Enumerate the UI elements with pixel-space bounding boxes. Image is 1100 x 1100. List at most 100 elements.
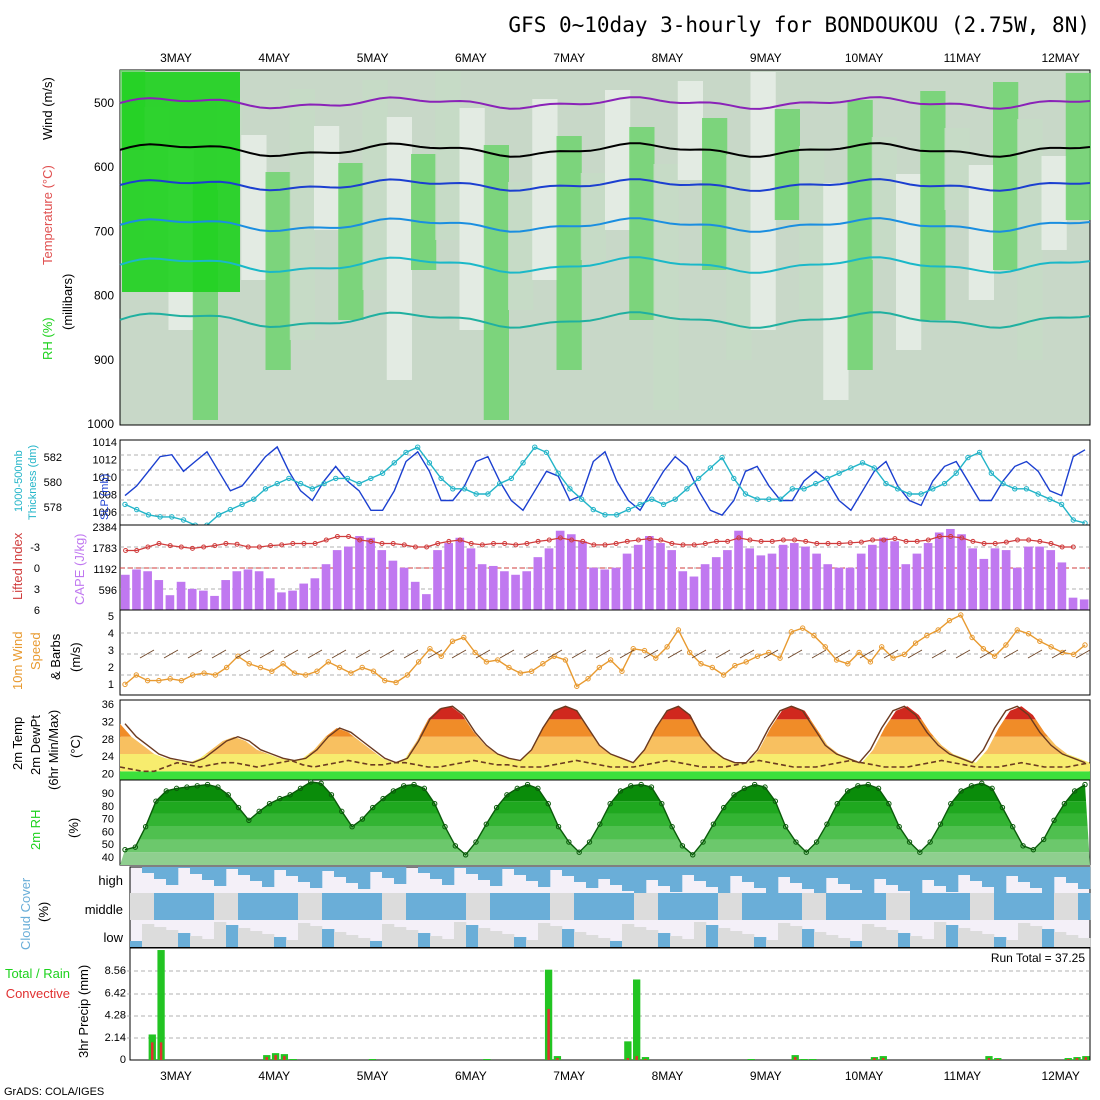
slp-tick-label: 1008: [93, 490, 117, 502]
rh-shading-band: [847, 100, 873, 370]
wind-tick-label: 3: [108, 645, 114, 657]
cloud-low-bar: [982, 934, 995, 947]
precip-total-bar: [483, 1059, 491, 1060]
bottom-date-label: 11MAY: [944, 1069, 982, 1083]
rh-shading-band: [702, 118, 728, 270]
cloud-middle-bar: [706, 893, 719, 920]
thickness-point: [543, 449, 550, 456]
cape-bar: [444, 543, 453, 610]
cloud-low-bar: [538, 923, 551, 947]
precip-total-bar: [289, 1059, 297, 1060]
cloud-high-bar: [370, 867, 383, 872]
cloud-middle-bar: [754, 893, 767, 920]
cloud-high-bar: [502, 867, 515, 869]
li-tick-label: 0: [34, 563, 40, 575]
precip-total-bar: [747, 1059, 755, 1060]
cloud-low-bar: [238, 928, 251, 947]
cloud-middle-bar: [298, 893, 311, 920]
wind-speed-point: [427, 646, 433, 652]
cloud-middle-bar: [130, 893, 143, 920]
cape-bar: [299, 583, 309, 610]
cape-bar: [332, 550, 342, 610]
slp-panel-frame: [119, 439, 1091, 526]
cloud-middle-bar: [1066, 893, 1079, 920]
rh-shading-band: [411, 154, 437, 270]
cape-bar: [979, 558, 989, 610]
wind-speed-point: [777, 655, 783, 661]
rh2m-point: [1020, 843, 1026, 849]
cloud-low-bar: [622, 924, 635, 947]
cape-bar: [633, 544, 643, 610]
cape-bar: [767, 553, 777, 610]
thickness-point: [742, 491, 749, 497]
thickness-point: [672, 496, 678, 502]
rh2m-point: [1030, 846, 1037, 853]
cloud-middle-bar: [226, 893, 239, 920]
cloud-high-bar: [1066, 867, 1079, 883]
precip-conv-bar: [274, 1055, 277, 1060]
rh-shading-band: [556, 136, 582, 370]
cloud-middle-bar: [898, 893, 911, 920]
cloud-middle-bar: [646, 893, 659, 920]
cloud-middle-bar: [718, 893, 731, 920]
cloud-high-bar: [910, 867, 923, 893]
li-label: Lifted Index: [10, 532, 25, 600]
temp-label-c: (6hr Min/Max): [46, 710, 61, 790]
thickness-point: [894, 486, 901, 492]
thickness-point: [660, 501, 667, 508]
cloud-middle-bar: [1078, 893, 1091, 920]
precip-tick-label: 2.14: [105, 1032, 126, 1044]
cloud-low-bar: [910, 936, 923, 947]
wind-tick-label: 5: [108, 611, 114, 623]
wind-barb: [235, 649, 251, 659]
cloud-high-bar: [574, 867, 587, 882]
wind-barb: [1051, 649, 1067, 659]
cape-bar: [756, 555, 766, 610]
rh2m-point: [576, 849, 582, 855]
cape-bar: [968, 548, 978, 610]
precip-conv-bar: [1066, 1059, 1070, 1060]
cape-bar: [555, 530, 565, 610]
cape-bar: [466, 548, 476, 610]
cloud-high-bar: [490, 867, 503, 886]
rh-tick-label: 80: [102, 801, 114, 813]
cape-bar: [856, 553, 866, 610]
top-date-label: 12MAY: [1041, 51, 1079, 65]
cloud-middle-bar: [910, 893, 923, 920]
rh-band: [120, 826, 1090, 840]
wind-barb: [379, 649, 395, 659]
cape-bar: [288, 590, 297, 610]
wind-barb: [451, 649, 467, 659]
cloud-middle-bar: [586, 893, 599, 920]
wind-speed-point: [585, 676, 591, 682]
cape-bar: [154, 580, 164, 610]
cloud-middle-bar: [814, 893, 827, 920]
wind-barb: [979, 649, 995, 659]
cape-bar: [812, 553, 821, 610]
cape-bar: [265, 578, 275, 610]
cloud-low-bar: [1066, 935, 1079, 947]
cloud-low-bar: [382, 924, 395, 947]
rh2m-point: [948, 801, 954, 807]
cloud-low-bar: [598, 938, 611, 947]
run-total: Run Total = 37.25: [991, 951, 1086, 965]
rh2m-point: [803, 849, 809, 855]
cloud-low-bar: [550, 926, 563, 947]
cloud-middle-bar: [142, 893, 155, 920]
cape-bar: [745, 548, 755, 610]
cape-bar: [1046, 550, 1056, 610]
precip-total-bar: [624, 1041, 632, 1060]
cloud-low-bar: [1054, 932, 1067, 947]
wind-barb: [523, 649, 539, 659]
cloud-middle-bar: [934, 893, 947, 920]
li-line: [125, 535, 1074, 552]
thickness-point: [520, 460, 526, 466]
cloud-low-bar: [370, 941, 383, 947]
cloud-high-bar: [310, 867, 323, 888]
cape-bar: [656, 543, 665, 610]
cloud-low-bar: [1018, 923, 1031, 947]
rh2m-point: [142, 823, 149, 830]
wind-speed-point: [574, 683, 580, 689]
cloud-middle-bar: [526, 893, 539, 920]
cloud-low-bar: [430, 936, 443, 947]
